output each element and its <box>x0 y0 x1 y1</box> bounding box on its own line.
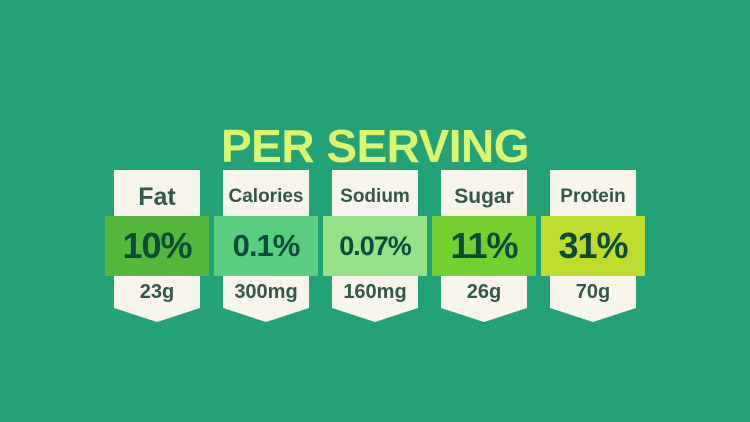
nutrient-badge-protein: Protein 31% 70g <box>541 170 645 322</box>
nutrient-amount: 160mg <box>343 280 407 303</box>
nutrient-label: Calories <box>228 186 304 207</box>
nutrient-label: Protein <box>560 186 626 207</box>
nutrient-percent: 11% <box>450 225 518 266</box>
nutrient-badge-sodium: Sodium 0.07% 160mg <box>323 170 427 322</box>
percent-band: 31% <box>541 216 645 276</box>
nutrient-badge-sugar: Sugar 11% 26g <box>432 170 536 322</box>
nutrient-label: Sugar <box>454 185 514 208</box>
nutrient-amount: 300mg <box>234 280 298 303</box>
nutrient-percent: 31% <box>558 225 628 266</box>
nutrient-badge-calories: Calories 0.1% 300mg <box>214 170 318 322</box>
nutrient-percent: 0.1% <box>232 228 301 263</box>
nutrient-percent: 10% <box>122 225 192 266</box>
nutrient-badge-row: Fat 10% 23g Calories 0.1% 300mg Sodium 0… <box>0 170 750 322</box>
nutrient-amount: 23g <box>139 280 175 303</box>
nutrient-percent: 0.07% <box>339 230 412 261</box>
percent-band: 11% <box>432 216 536 276</box>
nutrient-label: Sodium <box>340 186 410 207</box>
percent-band: 0.1% <box>214 216 318 276</box>
percent-band: 10% <box>105 216 209 276</box>
page-title: PER SERVING <box>220 119 530 172</box>
nutrient-amount: 26g <box>466 280 502 303</box>
nutrient-label: Fat <box>138 182 176 211</box>
nutrient-amount: 70g <box>575 280 611 303</box>
percent-band: 0.07% <box>323 216 427 276</box>
nutrient-badge-fat: Fat 10% 23g <box>105 170 209 322</box>
